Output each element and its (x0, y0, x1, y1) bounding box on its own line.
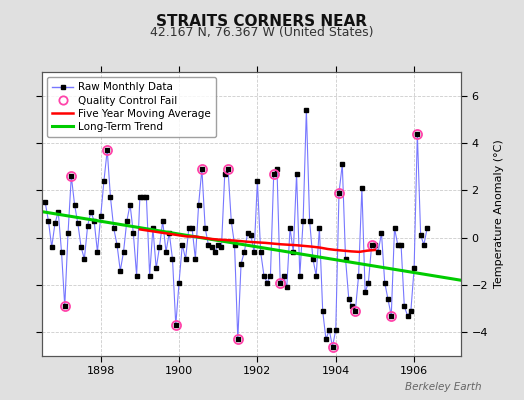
Text: Berkeley Earth: Berkeley Earth (406, 382, 482, 392)
Y-axis label: Temperature Anomaly (°C): Temperature Anomaly (°C) (494, 140, 504, 288)
Legend: Raw Monthly Data, Quality Control Fail, Five Year Moving Average, Long-Term Tren: Raw Monthly Data, Quality Control Fail, … (47, 77, 216, 137)
Text: 42.167 N, 76.367 W (United States): 42.167 N, 76.367 W (United States) (150, 26, 374, 39)
Text: STRAITS CORNERS NEAR: STRAITS CORNERS NEAR (157, 14, 367, 29)
